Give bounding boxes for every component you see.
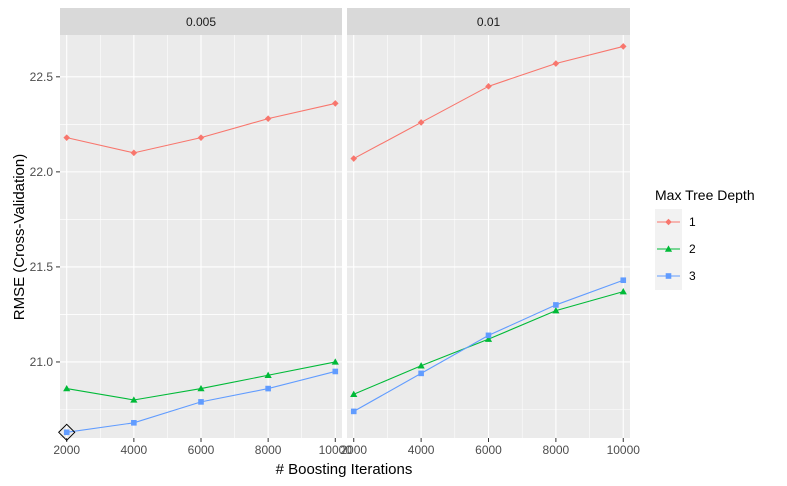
legend-item-3: 3 [655, 263, 696, 290]
x-tick-label: 6000 [188, 443, 215, 457]
legend-label: 1 [689, 215, 696, 229]
x-tick-label: 2000 [340, 443, 367, 457]
legend-item-1: 1 [655, 209, 696, 236]
x-tick-label: 6000 [475, 443, 502, 457]
facet-strip-label: 0.005 [186, 15, 216, 29]
data-point-series-3 [418, 370, 424, 377]
data-point-series-3 [198, 399, 204, 405]
facet-strip-label: 0.01 [477, 15, 501, 29]
data-point-series-1 [485, 83, 492, 90]
data-point-series-3 [553, 302, 559, 308]
data-point-series-2 [619, 288, 627, 295]
facet-panel: 0.01 2000 4000 6000 8000 10000 [340, 8, 640, 457]
data-point-series-2 [331, 358, 339, 365]
x-tick-label: 10000 [607, 443, 641, 457]
y-tick-label: 22.5 [30, 70, 54, 84]
data-point-series-1 [619, 43, 627, 50]
y-tick-label: 21.0 [30, 355, 54, 369]
legend-key-marker [665, 273, 672, 279]
x-axis-title: # Boosting Iterations [276, 461, 413, 478]
data-point-series-3 [620, 277, 627, 284]
y-tick-label: 21.5 [30, 260, 54, 274]
x-tick-label: 4000 [121, 443, 148, 457]
legend-key-marker [665, 218, 672, 226]
data-point-series-3 [63, 429, 70, 436]
facet-panels: 0.005 2000 4000 6000 8000 10000 0.01 2000 4000 60… [53, 8, 640, 457]
legend-label: 2 [689, 242, 696, 256]
x-tick-label: 8000 [255, 443, 282, 457]
legend-title: Max Tree Depth [655, 187, 755, 203]
legend-key-marker [664, 245, 673, 252]
x-tick-label: 4000 [408, 443, 435, 457]
best-model-highlight [58, 423, 76, 442]
x-tick-label: 10000 [319, 443, 353, 457]
x-tick-label: 2000 [53, 443, 80, 457]
data-point-series-3 [485, 332, 492, 339]
data-point-series-2 [197, 384, 205, 392]
data-point-series-3 [131, 419, 137, 426]
data-point-series-1 [264, 115, 272, 122]
data-point-series-2 [417, 362, 425, 369]
data-point-series-2 [484, 335, 493, 342]
y-axis-title: RMSE (Cross-Validation) [11, 154, 28, 320]
data-point-series-3 [332, 368, 339, 375]
data-point-series-3 [265, 385, 271, 392]
y-tick-label: 22.0 [30, 165, 54, 179]
legend-item-2: 2 [655, 236, 696, 263]
data-point-series-1 [130, 149, 138, 157]
data-point-series-1 [350, 155, 358, 162]
facet-strip [60, 8, 342, 35]
legend-label: 3 [689, 269, 696, 283]
data-point-series-2 [264, 371, 272, 378]
data-point-series-2 [552, 307, 560, 314]
data-point-series-3 [350, 408, 357, 415]
data-point-series-2 [350, 390, 358, 397]
data-point-series-2 [63, 384, 71, 392]
facet-panel: 0.005 2000 4000 6000 8000 10000 [53, 8, 352, 457]
data-point-series-2 [130, 396, 138, 403]
data-point-series-1 [331, 100, 339, 107]
legend: 1 2 3 [655, 209, 696, 290]
facet-strip [347, 8, 630, 35]
data-point-series-1 [63, 134, 71, 141]
data-point-series-1 [552, 60, 560, 67]
data-point-series-1 [197, 134, 205, 141]
x-tick-label: 8000 [543, 443, 570, 457]
data-point-series-1 [417, 119, 425, 126]
